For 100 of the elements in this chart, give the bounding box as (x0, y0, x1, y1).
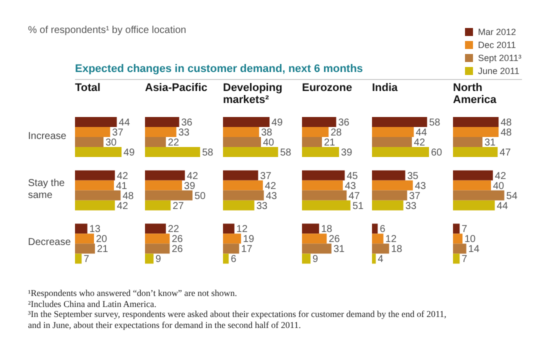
data-label: 36 (338, 118, 350, 129)
data-label: 42 (494, 170, 506, 182)
bar (145, 254, 154, 264)
chart-title: Asia-Pacific (145, 82, 208, 94)
bar (302, 170, 345, 180)
bar (453, 170, 493, 180)
bar (372, 127, 414, 137)
bar (302, 224, 320, 234)
data-label: 42 (116, 200, 128, 212)
bar (372, 254, 376, 264)
bar (453, 200, 495, 210)
data-label: 38 (261, 128, 273, 139)
data-label: 17 (241, 244, 253, 256)
bar (75, 127, 110, 137)
data-label: 7 (84, 254, 90, 266)
text: ¹Respondents who answered “don’t know” are not shown. (28, 288, 238, 298)
text: ²Includes China and Latin America. (28, 298, 158, 309)
data-label: 40 (263, 138, 275, 149)
bar (75, 224, 88, 234)
data-label: 48 (500, 118, 512, 129)
data-label: 28 (330, 128, 342, 139)
bar (223, 200, 254, 210)
data-label: 18 (391, 244, 403, 256)
data-label: 20 (96, 234, 108, 246)
bar (453, 254, 460, 264)
bar (145, 117, 180, 127)
y-tick-label: Increase (28, 130, 68, 143)
data-label: 12 (385, 234, 397, 246)
data-label: 44 (416, 128, 428, 139)
bar (223, 180, 263, 190)
bar (453, 137, 482, 147)
bar (453, 190, 504, 200)
bar (302, 180, 343, 190)
data-label: 37 (260, 170, 272, 182)
data-label: 10 (464, 234, 476, 246)
data-label: 41 (116, 180, 128, 192)
data-label: 33 (178, 128, 190, 139)
data-label: 39 (341, 148, 353, 159)
bar (75, 190, 121, 200)
data-label: 21 (96, 244, 109, 256)
data-label: 4 (378, 254, 384, 266)
bar (75, 234, 94, 244)
data-label: 42 (186, 170, 198, 182)
bar (223, 190, 264, 200)
y-tick-label: Stay the same (28, 178, 66, 202)
bar (145, 137, 166, 147)
bar (372, 200, 404, 210)
data-label: 30 (106, 138, 118, 149)
data-label: 43 (414, 180, 426, 192)
chart-title: North America (453, 82, 498, 106)
data-label: 31 (333, 244, 346, 256)
bar (302, 244, 332, 254)
data-label: 48 (500, 128, 512, 139)
bar (453, 224, 460, 234)
data-label: 36 (181, 118, 193, 129)
data-label: 7 (462, 224, 468, 236)
data-label: 51 (352, 200, 364, 212)
bar (453, 234, 462, 244)
data-label: 12 (236, 224, 248, 236)
data-label: 7 (462, 254, 468, 266)
bar (372, 180, 413, 190)
data-label: 35 (407, 170, 419, 182)
chart-title: India (372, 82, 399, 94)
bar (145, 244, 170, 254)
data-label: 50 (194, 190, 206, 202)
bar (223, 254, 229, 264)
data-label: 37 (409, 190, 421, 202)
bar (453, 147, 498, 157)
bar (223, 117, 270, 127)
bar (145, 127, 176, 137)
bar (302, 190, 347, 200)
data-label: 58 (429, 118, 441, 129)
bar (453, 127, 499, 137)
bar (223, 224, 234, 234)
bar (453, 117, 499, 127)
data-label: 18 (321, 224, 333, 236)
data-label: 19 (243, 234, 255, 246)
legend-label: June 2011 (478, 66, 520, 76)
data-label: 14 (468, 244, 480, 256)
bar (372, 117, 428, 127)
bar (145, 147, 200, 157)
bar (302, 147, 340, 157)
data-label: 13 (89, 224, 101, 236)
bar (372, 147, 429, 157)
data-label: 26 (328, 234, 340, 246)
bar (75, 254, 82, 264)
data-label: 9 (156, 254, 162, 266)
bar (372, 244, 390, 254)
data-label: 39 (184, 180, 196, 192)
data-label: 44 (496, 200, 508, 212)
data-label: 48 (122, 190, 134, 202)
bar (372, 224, 378, 234)
data-label: 44 (118, 118, 130, 129)
data-label: 40 (493, 180, 505, 192)
bar (75, 244, 95, 254)
bar (453, 180, 491, 190)
data-label: 27 (172, 200, 184, 212)
bar (223, 170, 258, 180)
data-label: 49 (272, 118, 284, 129)
bar (302, 137, 322, 147)
